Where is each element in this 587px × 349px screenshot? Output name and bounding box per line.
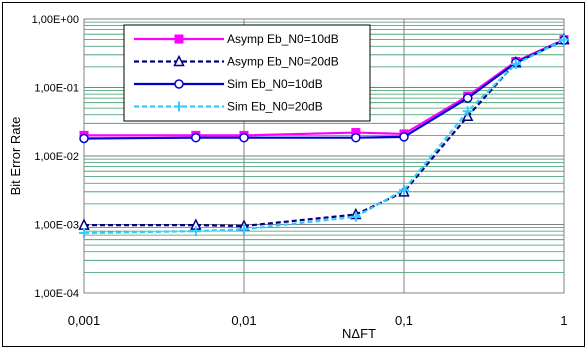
- data-point-triangle: [173, 54, 185, 67]
- data-point-plus: [239, 224, 249, 235]
- data-point-plus: [462, 106, 473, 117]
- legend-item: Sim Eb_N0=20dB: [134, 100, 323, 114]
- data-point-circle: [351, 132, 361, 143]
- y-tick-label: 1,00E-02: [34, 151, 79, 163]
- legend: Asymp Eb_N0=10dB Asymp Eb_N0=20dB Sim Eb_N…: [123, 24, 371, 122]
- data-point-plus: [510, 59, 521, 70]
- legend-label: Sim Eb_N0=10dB: [227, 77, 323, 91]
- data-point-circle: [174, 79, 184, 89]
- data-point-plus: [79, 228, 89, 239]
- legend-item: Asymp Eb_N0=20dB: [134, 55, 339, 69]
- y-tick-label: 1,00E-03: [34, 220, 79, 232]
- series-line: [83, 39, 565, 140]
- data-point-plus: [350, 211, 361, 222]
- x-tick-label: 0,01: [231, 313, 256, 328]
- x-tick-label: 0,001: [68, 313, 101, 328]
- legend-label: Asymp Eb_N0=10dB: [227, 32, 339, 46]
- y-tick-label: 1,00E-01: [34, 83, 79, 95]
- legend-label: Sim Eb_N0=20dB: [227, 100, 323, 114]
- data-point-plus: [559, 34, 569, 45]
- data-point-plus: [190, 226, 201, 237]
- legend-item: Sim Eb_N0=10dB: [134, 77, 323, 91]
- y-axis-title: Bit Error Rate: [8, 117, 23, 196]
- tick-labels: 1,00E-04 1,00E-03 1,00E-02 1,00E-01 1,00E+00…: [32, 14, 568, 328]
- y-tick-label: 1,00E+00: [32, 14, 79, 26]
- series-line: [83, 38, 565, 235]
- x-tick-label: 0,1: [395, 313, 413, 328]
- series-line: [84, 38, 565, 137]
- plot-border: [83, 18, 565, 294]
- plot-border-rect: [83, 18, 565, 294]
- data-point-circle: [191, 132, 201, 143]
- data-point-circle: [239, 132, 249, 143]
- y-tick-label: 1,00E-04: [34, 288, 79, 300]
- data-point-plus: [174, 101, 184, 112]
- legend-label: Asymp Eb_N0=20dB: [227, 55, 339, 69]
- x-tick-label: 1: [560, 313, 567, 328]
- legend-item: Asymp Eb_N0=10dB: [134, 32, 339, 46]
- legend-box: [123, 24, 371, 122]
- series-layer: [78, 32, 570, 239]
- data-point-circle: [79, 133, 89, 144]
- series-sim-eb-n0-20db: [79, 34, 569, 239]
- data-point-plus: [399, 184, 409, 195]
- data-point-circle: [399, 132, 409, 142]
- data-point-circle: [462, 93, 473, 103]
- x-axis-title: NΔFT: [342, 326, 376, 341]
- data-point-square: [174, 34, 184, 44]
